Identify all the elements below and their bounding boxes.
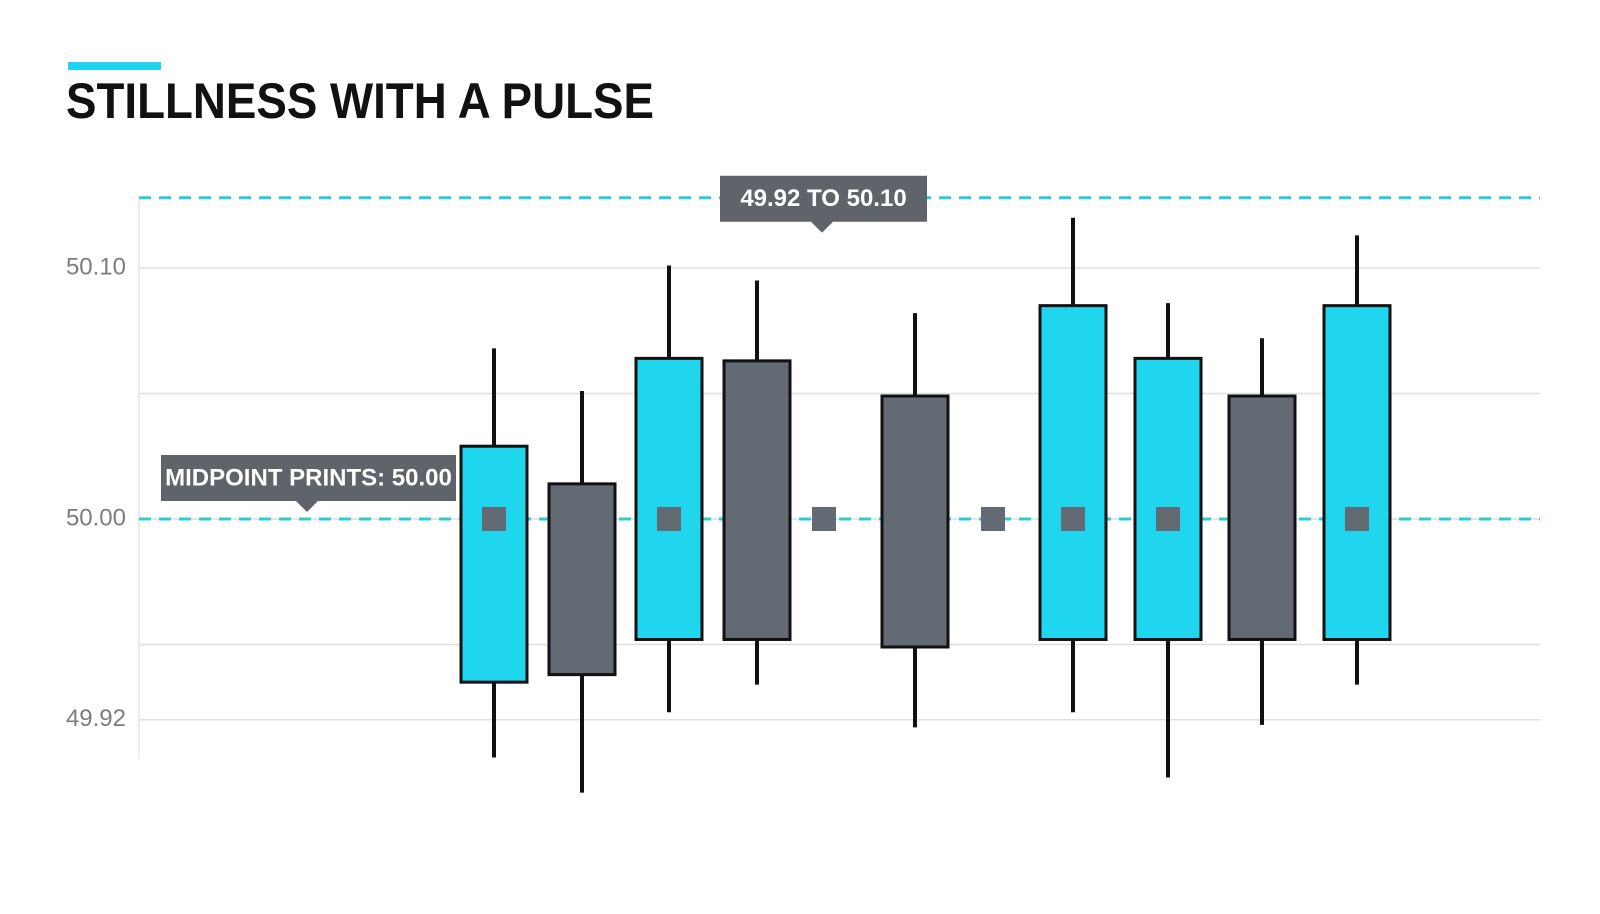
candle-body — [459, 444, 529, 684]
candle-body — [1227, 394, 1297, 641]
y-tick-label: 50.10 — [66, 253, 126, 280]
candle-body — [1038, 304, 1108, 641]
candle-body — [1133, 356, 1203, 641]
y-tick-label: 49.92 — [66, 705, 126, 732]
title-accent — [68, 62, 161, 70]
midpoint-marker — [482, 507, 506, 531]
candle-body — [1322, 304, 1392, 641]
midpoint-marker — [1345, 507, 1369, 531]
midpoint-marker — [1061, 507, 1085, 531]
annotation-box — [720, 175, 927, 233]
midpoint-marker — [1156, 507, 1180, 531]
midpoint-marker — [812, 507, 836, 531]
y-tick-label: 50.00 — [66, 504, 126, 531]
annotation-box — [161, 455, 456, 512]
annotation-text: 49.92 TO 50.10 — [740, 185, 906, 212]
midpoint-marker — [657, 507, 681, 531]
candle-body — [547, 482, 617, 677]
candle-body — [634, 356, 704, 641]
midpoint-marker — [981, 507, 1005, 531]
candle-body — [880, 394, 950, 649]
candle-body — [722, 359, 792, 641]
chart-title: STILLNESS WITH A PULSE — [66, 73, 654, 129]
annotation-text: MIDPOINT PRINTS: 50.00 — [165, 464, 452, 491]
